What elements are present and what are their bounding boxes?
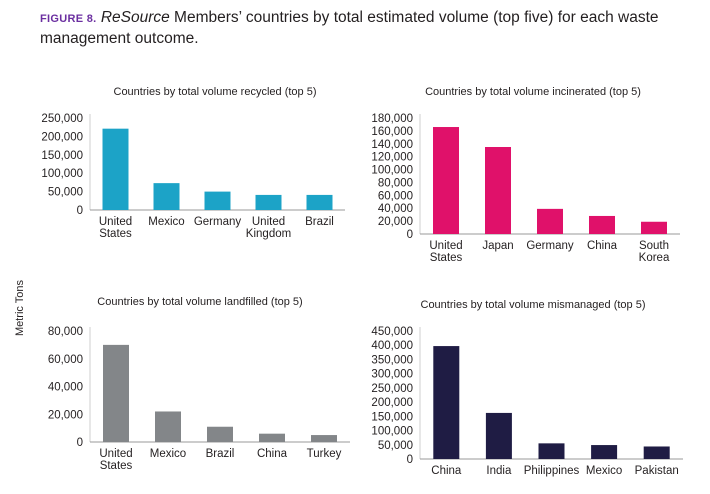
y-tick-label: 40,000 xyxy=(378,203,413,215)
x-tick-label: States xyxy=(430,252,463,264)
x-tick-label: Brazil xyxy=(305,216,334,228)
x-tick-label: Philippines xyxy=(524,465,580,477)
bar-china xyxy=(589,215,615,234)
y-tick-label: 180,000 xyxy=(371,113,413,125)
bar-pakistan xyxy=(643,446,670,459)
y-tick-label: 150,000 xyxy=(371,411,413,423)
chart-mismanaged: Countries by total volume mismanaged (to… xyxy=(371,299,683,477)
chart-title: Countries by total volume recycled (top … xyxy=(114,86,317,98)
bar-united-kingdom xyxy=(255,194,282,210)
y-tick-label: 450,000 xyxy=(371,326,413,338)
x-tick-label: Turkey xyxy=(307,448,342,460)
bar-mexico xyxy=(153,183,180,210)
y-tick-label: 300,000 xyxy=(371,369,413,381)
figure-title-text: Members’ countries by total estimated vo… xyxy=(40,9,659,47)
bar-united-states xyxy=(102,128,129,210)
y-tick-label: 400,000 xyxy=(371,340,413,352)
x-tick-label: China xyxy=(257,448,288,460)
y-tick-label: 0 xyxy=(407,454,413,466)
chart-title: Countries by total volume mismanaged (to… xyxy=(421,299,646,311)
figure-label: FIGURE 8. xyxy=(40,13,97,25)
chart-title: Countries by total volume landfilled (to… xyxy=(97,296,302,308)
figure-title: FIGURE 8. ReSource Members’ countries by… xyxy=(40,8,690,48)
y-tick-label: 80,000 xyxy=(378,177,413,189)
y-tick-label: 120,000 xyxy=(371,152,413,164)
y-tick-label: 60,000 xyxy=(48,354,83,366)
y-tick-label: 350,000 xyxy=(371,354,413,366)
bar-south-korea xyxy=(641,221,667,234)
y-tick-label: 250,000 xyxy=(371,383,413,395)
y-tick-label: 0 xyxy=(77,437,83,449)
y-tick-label: 140,000 xyxy=(371,139,413,151)
x-tick-label: Pakistan xyxy=(635,465,679,477)
bar-brazil xyxy=(306,194,333,210)
y-tick-label: 50,000 xyxy=(48,187,83,199)
y-tick-label: 0 xyxy=(77,205,83,217)
bar-brazil xyxy=(207,426,233,442)
bar-china xyxy=(433,346,460,459)
chart-recycled: Countries by total volume recycled (top … xyxy=(41,86,345,240)
y-tick-label: 20,000 xyxy=(48,409,83,421)
bar-united-states xyxy=(103,344,129,442)
y-tick-label: 200,000 xyxy=(371,397,413,409)
x-tick-label: Germany xyxy=(194,216,242,228)
x-tick-label: Mexico xyxy=(586,465,622,477)
y-tick-label: 100,000 xyxy=(371,165,413,177)
x-tick-label: Germany xyxy=(526,240,574,252)
x-tick-label: United xyxy=(429,240,462,252)
x-tick-label: India xyxy=(486,465,512,477)
chart-incinerated: Countries by total volume incinerated (t… xyxy=(371,86,680,264)
x-tick-label: China xyxy=(431,465,462,477)
bar-mexico xyxy=(591,445,618,459)
y-tick-label: 200,000 xyxy=(41,131,83,143)
x-tick-label: United xyxy=(99,216,132,228)
y-tick-label: 40,000 xyxy=(48,382,83,394)
y-tick-label: 250,000 xyxy=(41,113,83,125)
bar-china xyxy=(259,433,285,442)
y-tick-label: 20,000 xyxy=(378,216,413,228)
y-tick-label: 50,000 xyxy=(378,440,413,452)
x-tick-label: Brazil xyxy=(206,448,235,460)
bar-japan xyxy=(485,147,511,234)
x-tick-label: Kingdom xyxy=(246,228,291,240)
y-tick-label: 160,000 xyxy=(371,126,413,138)
y-tick-label: 0 xyxy=(407,229,413,241)
y-tick-label: 80,000 xyxy=(48,326,83,338)
y-tick-label: 100,000 xyxy=(41,168,83,180)
x-tick-label: United xyxy=(252,216,285,228)
bar-united-states xyxy=(433,127,459,234)
chart-title: Countries by total volume incinerated (t… xyxy=(425,86,641,98)
x-tick-label: South xyxy=(639,240,669,252)
x-tick-label: United xyxy=(99,448,132,460)
x-tick-label: China xyxy=(587,240,618,252)
x-tick-label: Mexico xyxy=(148,216,184,228)
chart-landfilled: Countries by total volume landfilled (to… xyxy=(48,296,350,472)
x-tick-label: Mexico xyxy=(150,448,186,460)
x-tick-label: States xyxy=(100,460,133,472)
x-tick-label: States xyxy=(99,228,132,240)
bar-germany xyxy=(537,208,563,234)
bar-turkey xyxy=(311,435,337,442)
x-tick-label: Korea xyxy=(639,252,670,264)
y-tick-label: 150,000 xyxy=(41,150,83,162)
y-tick-label: 60,000 xyxy=(378,190,413,202)
figure-title-italic: ReSource xyxy=(100,9,170,26)
bar-mexico xyxy=(155,411,181,442)
y-tick-label: 100,000 xyxy=(371,426,413,438)
bar-germany xyxy=(204,191,231,210)
bar-india xyxy=(485,412,512,459)
bar-philippines xyxy=(538,443,565,459)
x-tick-label: Japan xyxy=(482,240,513,252)
